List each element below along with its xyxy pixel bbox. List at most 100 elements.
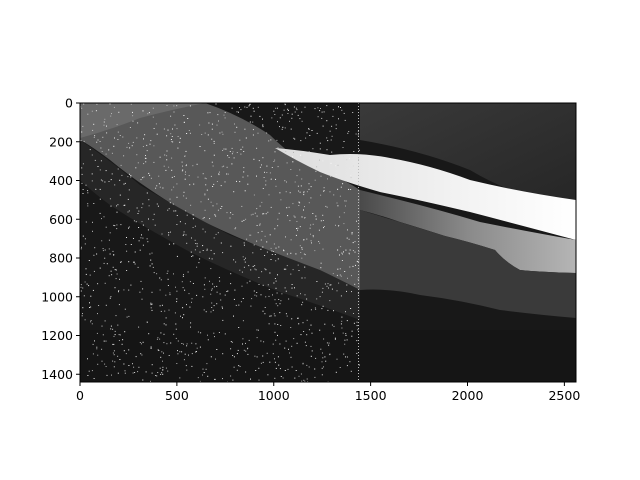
speckle [176,196,178,198]
speckle [214,336,215,338]
speckle [239,181,241,183]
speckle [151,372,153,374]
speckle [303,239,305,241]
speckle [349,167,351,169]
speckle [272,353,274,355]
speckle [185,234,187,236]
speckle [274,151,276,153]
speckle [90,321,92,323]
speckle [274,358,275,360]
speckle [176,128,178,130]
speckle [196,163,198,165]
speckle [217,114,219,116]
speckle [252,213,254,215]
speckle [157,337,159,339]
speckle [321,367,323,369]
speckle [216,291,218,293]
speckle [188,130,190,131]
speckle [352,165,354,167]
speckle [180,315,181,317]
speckle [82,287,84,289]
speckle [235,261,237,263]
speckle [134,263,136,265]
speckle [192,227,194,228]
speckle [224,117,226,119]
speckle [327,140,329,142]
speckle [277,274,278,276]
speckle [291,366,293,368]
speckle [145,155,146,156]
speckle [326,285,328,287]
speckle [182,317,183,319]
speckle [312,148,314,150]
speckle [169,292,171,294]
speckle [350,370,352,372]
seam-speckle [358,190,359,191]
speckle [80,290,82,292]
speckle [166,159,168,161]
speckle [236,111,238,113]
speckle [283,249,284,251]
speckle [123,183,125,185]
speckle [254,355,256,357]
seam-speckle [358,193,359,194]
speckle [132,111,133,113]
speckle [223,165,225,167]
speckle [170,139,172,140]
speckle [256,337,258,339]
speckle [185,197,187,199]
speckle [135,356,137,358]
speckle [291,113,293,115]
speckle [148,218,149,220]
speckle [101,360,103,362]
speckle [340,246,342,248]
speckle [141,207,143,209]
speckle [341,252,343,254]
speckle [213,142,215,144]
speckle [184,178,186,180]
seam-speckle [358,121,359,122]
speckle [138,366,140,368]
seam-speckle [358,307,359,308]
speckle [99,141,101,142]
speckle [285,191,287,193]
speckle [176,298,178,300]
speckle [91,180,93,182]
speckle [218,277,220,278]
speckle [293,137,295,139]
speckle [295,234,297,236]
speckle [87,113,89,115]
speckle [130,284,132,286]
speckle [227,290,229,292]
seam-speckle [358,349,359,350]
speckle [236,369,238,371]
speckle [306,132,308,134]
speckle [241,220,243,222]
speckle [128,261,130,263]
speckle [236,152,238,153]
speckle [312,223,314,225]
speckle [310,355,312,357]
speckle [199,124,201,126]
speckle [176,105,178,107]
speckle [347,277,348,279]
speckle [114,330,116,332]
speckle [192,255,194,257]
seam-speckle [358,130,359,131]
speckle [336,290,338,292]
speckle [332,273,334,275]
speckle [157,349,159,351]
speckle [111,173,113,175]
speckle [118,111,120,113]
speckle [211,289,213,291]
speckle [234,289,236,291]
seam-speckle [358,235,359,236]
speckle [210,249,212,251]
speckle [210,293,212,295]
speckle [182,165,183,167]
speckle [253,194,255,196]
speckle [86,283,88,285]
speckle [275,367,277,369]
speckle [112,360,114,362]
speckle [126,250,128,252]
